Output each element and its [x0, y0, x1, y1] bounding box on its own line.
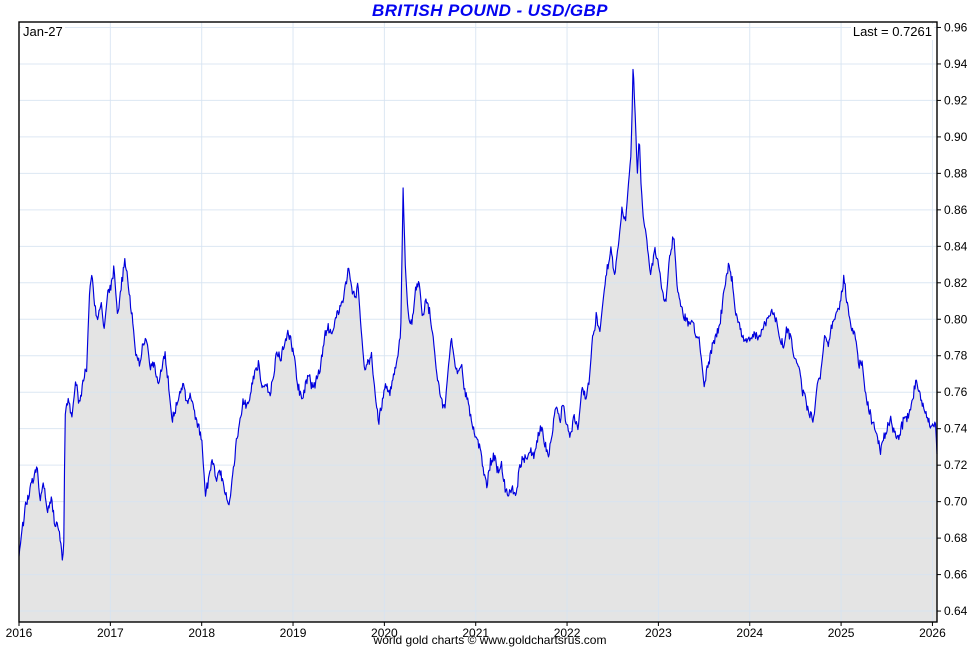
x-axis-tick-label: 2026: [919, 626, 946, 640]
area-fill: [19, 69, 937, 622]
y-axis-tick-label: 0.66: [944, 568, 968, 582]
x-axis-tick-label: 2022: [554, 626, 581, 640]
x-axis-tick-label: 2019: [280, 626, 307, 640]
y-axis-tick-label: 0.82: [944, 276, 968, 290]
x-axis-tick-label: 2017: [97, 626, 124, 640]
x-axis-tick-label: 2024: [736, 626, 763, 640]
y-axis-tick-label: 0.76: [944, 385, 968, 399]
x-axis-tick-label: 2023: [645, 626, 672, 640]
y-axis-tick-label: 0.94: [944, 57, 968, 71]
y-axis-tick-label: 0.90: [944, 130, 968, 144]
y-axis-tick-label: 0.64: [944, 604, 968, 618]
plot-border: [18, 21, 938, 623]
y-axis-tick-label: 0.70: [944, 495, 968, 509]
y-axis-tick-label: 0.86: [944, 203, 968, 217]
y-axis-tick-label: 0.68: [944, 531, 968, 545]
y-axis-tick-label: 0.88: [944, 166, 968, 180]
x-axis-tick-label: 2021: [462, 626, 489, 640]
x-axis-tick-label: 2016: [6, 626, 33, 640]
x-axis-tick-label: 2020: [371, 626, 398, 640]
y-axis-tick-label: 0.74: [944, 422, 968, 436]
y-axis-tick-label: 0.92: [944, 93, 968, 107]
x-axis-tick-label: 2018: [188, 626, 215, 640]
y-axis-tick-label: 0.78: [944, 349, 968, 363]
y-axis-tick-label: 0.72: [944, 458, 968, 472]
date-label: Jan-27: [21, 24, 65, 40]
price-line: [18, 68, 938, 561]
y-axis-tick-label: 0.80: [944, 312, 968, 326]
page-title: BRITISH POUND - USD/GBP: [372, 1, 608, 20]
y-axis-tick-label: 0.84: [944, 239, 968, 253]
x-axis-tick-label: 2025: [828, 626, 855, 640]
credit-text: world gold charts © www.goldchartsrus.co…: [373, 633, 607, 647]
y-axis-tick-label: 0.96: [944, 20, 968, 34]
last-value-label: Last = 0.7261: [850, 24, 934, 40]
